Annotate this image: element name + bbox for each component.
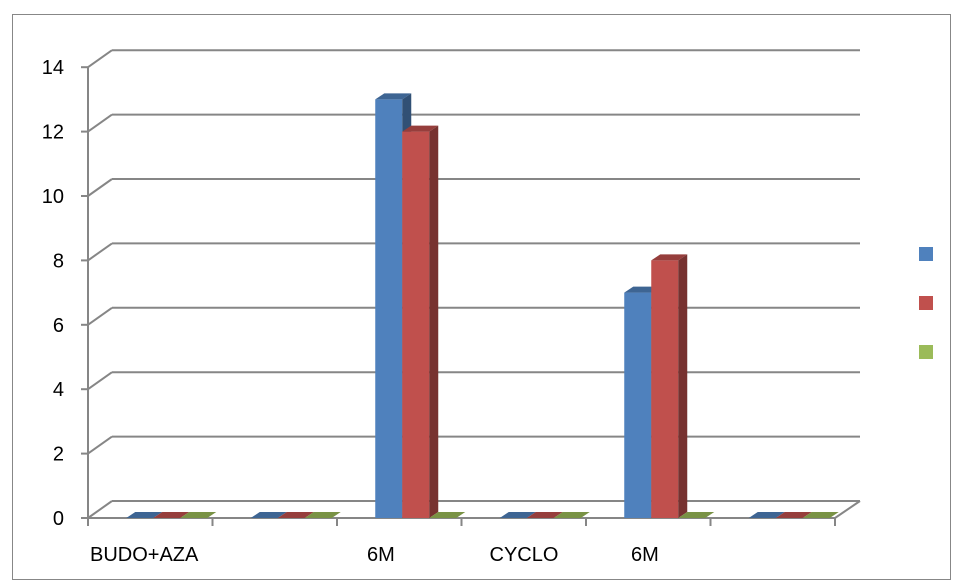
legend-marker bbox=[919, 296, 933, 310]
bar-top bbox=[126, 512, 163, 518]
bar-top bbox=[553, 512, 590, 518]
gridline-side bbox=[87, 371, 113, 391]
bar-top bbox=[304, 512, 341, 518]
bar bbox=[624, 292, 652, 518]
x-tick-label: BUDO+AZA bbox=[90, 544, 199, 566]
gridline-side bbox=[87, 500, 113, 519]
bar-top bbox=[277, 512, 314, 518]
bar-top bbox=[153, 512, 190, 518]
bar-top bbox=[678, 512, 715, 518]
gridline-side bbox=[87, 242, 113, 262]
y-tick-label: 6 bbox=[53, 315, 64, 337]
gridline-side bbox=[87, 49, 113, 69]
bar-top bbox=[429, 512, 466, 518]
floor-edge bbox=[834, 500, 861, 519]
gridline-side bbox=[87, 178, 113, 197]
x-tick-label: 6M bbox=[367, 544, 395, 566]
bar-top bbox=[748, 512, 785, 518]
gridline-side bbox=[87, 306, 113, 326]
bar bbox=[651, 260, 679, 518]
bar-top bbox=[499, 512, 536, 518]
bar-side bbox=[678, 254, 688, 518]
y-tick-label: 12 bbox=[42, 122, 64, 144]
bar-top bbox=[775, 512, 812, 518]
bar-top bbox=[526, 512, 563, 518]
y-tick-label: 8 bbox=[53, 250, 64, 272]
y-tick-label: 0 bbox=[53, 508, 64, 530]
bar-top bbox=[180, 512, 217, 518]
bar bbox=[375, 99, 403, 519]
y-tick-label: 4 bbox=[53, 379, 64, 401]
y-tick-label: 2 bbox=[53, 444, 64, 466]
bar-top bbox=[402, 125, 439, 132]
gridline-side bbox=[87, 435, 113, 455]
bar-side bbox=[429, 125, 439, 518]
bar-top bbox=[375, 93, 412, 100]
bar-top bbox=[250, 512, 287, 518]
bar-top bbox=[651, 254, 688, 261]
y-tick-label: 10 bbox=[42, 186, 64, 208]
legend-marker bbox=[919, 345, 933, 359]
gridline-side bbox=[87, 113, 113, 133]
x-tick-label: CYCLO bbox=[490, 544, 559, 566]
bar-top bbox=[802, 512, 839, 518]
x-tick-label: 6M bbox=[631, 544, 659, 566]
legend-marker bbox=[919, 247, 933, 261]
y-tick-label: 14 bbox=[42, 57, 64, 79]
chart-frame bbox=[12, 14, 951, 580]
bar bbox=[402, 131, 430, 518]
